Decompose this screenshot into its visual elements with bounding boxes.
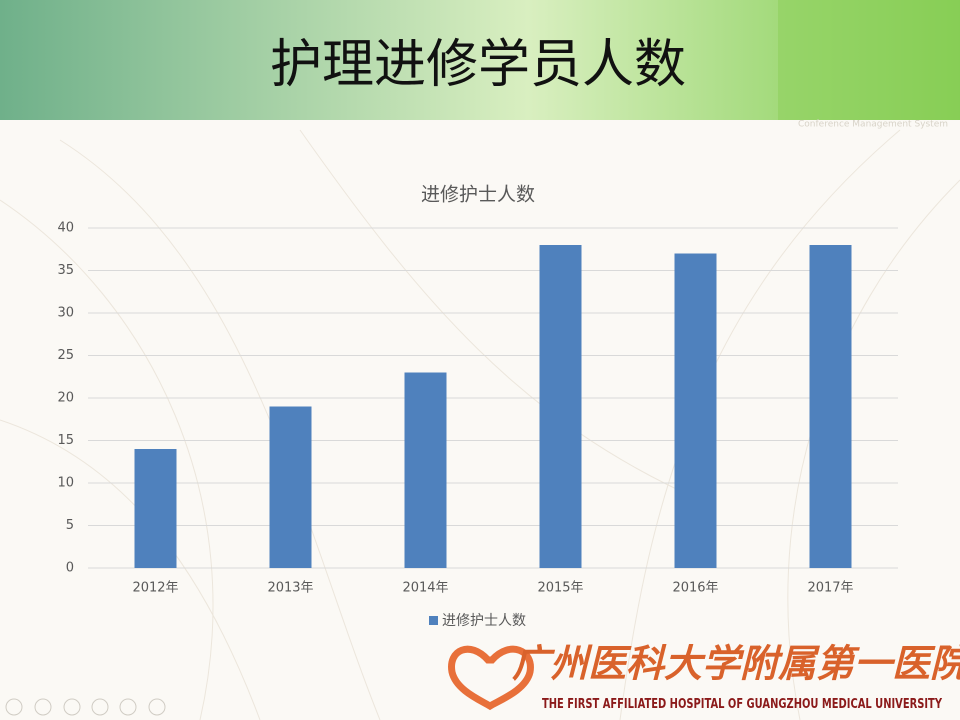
y-tick-label: 5	[66, 518, 74, 533]
y-tick-label: 15	[57, 433, 74, 448]
x-tick-label: 2016年	[672, 581, 718, 596]
nav-icon[interactable]	[119, 698, 137, 716]
y-tick-label: 25	[57, 348, 74, 363]
chart-title: 进修护士人数	[421, 184, 535, 206]
x-tick-label: 2012年	[132, 581, 178, 596]
legend-swatch	[429, 616, 438, 625]
y-tick-label: 40	[57, 221, 74, 236]
y-tick-label: 0	[66, 561, 74, 576]
slide-title: 护理进修学员人数	[270, 35, 686, 95]
y-tick-label: 35	[57, 263, 74, 278]
logo-mark	[448, 645, 534, 711]
nav-icons	[5, 698, 166, 716]
bar	[809, 245, 852, 568]
watermark: Conference Management System	[798, 120, 948, 130]
y-tick-label: 10	[57, 476, 74, 491]
logo-name-cn: 广州医科大学附属第一医院	[512, 641, 960, 686]
x-tick-label: 2014年	[402, 581, 448, 596]
x-tick-label: 2013年	[267, 581, 313, 596]
y-tick-label: 30	[57, 306, 74, 321]
nav-icon[interactable]	[148, 698, 166, 716]
legend-label: 进修护士人数	[442, 613, 526, 629]
logo-name-en: THE FIRST AFFILIATED HOSPITAL OF GUANGZH…	[542, 696, 942, 712]
bar	[134, 449, 177, 568]
logo: 广州医科大学附属第一医院 THE FIRST AFFILIATED HOSPIT…	[448, 641, 960, 712]
bar	[404, 372, 447, 568]
nav-icon[interactable]	[34, 698, 52, 716]
header-accent	[778, 0, 960, 120]
bar	[674, 253, 717, 568]
nav-icon[interactable]	[91, 698, 109, 716]
y-tick-label: 20	[57, 391, 74, 406]
x-tick-label: 2017年	[807, 581, 853, 596]
nav-icon[interactable]	[5, 698, 23, 716]
nav-icon[interactable]	[63, 698, 81, 716]
plot: 0 5 10 15 20 25 30 35 40 2012年 2013年 2014年 2015年 2016…	[57, 221, 898, 596]
bar	[539, 245, 582, 568]
x-tick-label: 2015年	[537, 581, 583, 596]
bar	[269, 406, 312, 568]
